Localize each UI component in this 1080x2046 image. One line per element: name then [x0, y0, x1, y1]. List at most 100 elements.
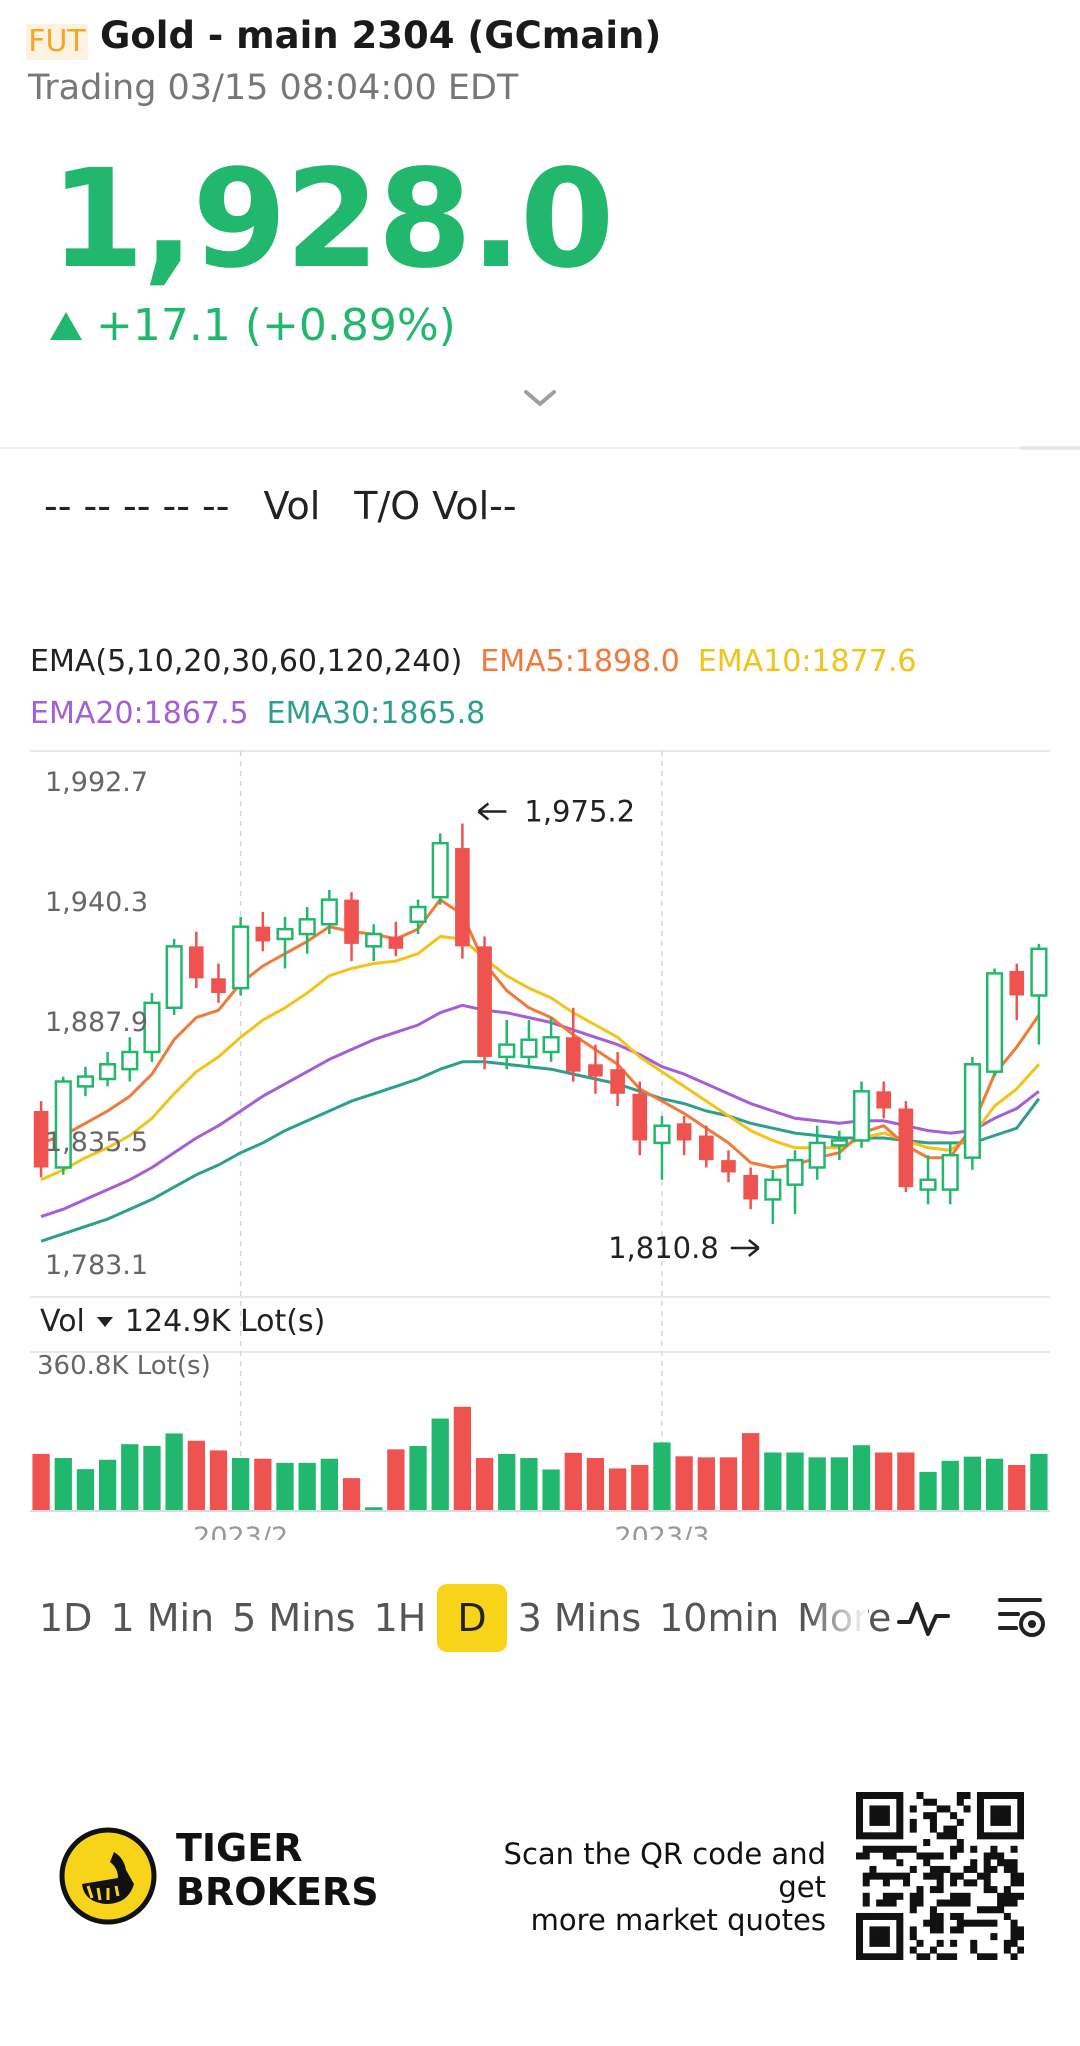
candle — [121, 1037, 139, 1082]
qr-module — [936, 1832, 944, 1840]
qr-module — [889, 1845, 897, 1853]
qr-module — [970, 1845, 978, 1853]
candle — [33, 1101, 49, 1178]
qr-module — [869, 1933, 877, 1941]
qr-module — [1003, 1892, 1011, 1900]
tab-1h[interactable]: 1H — [373, 1596, 427, 1640]
qr-module — [909, 1906, 917, 1914]
qr-module — [856, 1792, 864, 1800]
candle — [698, 1125, 714, 1168]
volume-current: 124.9K Lot(s) — [124, 1304, 326, 1339]
candle-body-up — [919, 1178, 937, 1191]
candle-body-down — [876, 1091, 892, 1109]
tab-10min[interactable]: 10min — [659, 1596, 780, 1640]
qr-module — [909, 1946, 917, 1954]
volume-bar — [764, 1452, 782, 1510]
volume-bar — [675, 1456, 693, 1510]
qr-module — [856, 1818, 864, 1826]
ema-legend-row-2[interactable]: EMA20:1867.5 EMA30:1865.8 — [30, 696, 485, 731]
candle-body-up — [808, 1141, 826, 1169]
qr-module — [929, 1906, 937, 1914]
tab-daily[interactable]: D — [437, 1584, 507, 1652]
ema10-line — [40, 935, 1041, 1182]
volume-indicator-selector[interactable]: Vol 124.9K Lot(s) — [40, 1304, 325, 1339]
qr-module — [929, 1852, 937, 1860]
price-change: +17.1 (+0.89%) — [96, 300, 456, 351]
qr-module — [896, 1792, 904, 1800]
candle-body-up — [232, 925, 250, 990]
volume-bar — [520, 1458, 538, 1510]
qr-module — [943, 1825, 951, 1833]
stats-row: -- -- -- -- -- Vol T/O Vol-- — [44, 484, 517, 528]
qr-module — [916, 1792, 924, 1800]
qr-module — [889, 1912, 897, 1920]
qr-module — [882, 1953, 890, 1960]
qr-module — [990, 1792, 998, 1800]
qr-module — [1003, 1946, 1011, 1954]
price-chart[interactable]: 1,992.7 1,940.3 1,887.9 1,835.5 1,783.1 1,975… — [0, 740, 1080, 1540]
qr-module — [963, 1899, 971, 1907]
qr-module — [976, 1919, 984, 1927]
tab-1min[interactable]: 1 Min — [110, 1596, 215, 1640]
qr-module — [1010, 1879, 1018, 1887]
candle — [941, 1142, 959, 1205]
qr-module — [916, 1852, 924, 1860]
candle-body-down — [455, 848, 470, 947]
qr-module — [862, 1832, 870, 1840]
qr-module — [950, 1912, 958, 1920]
candle — [477, 936, 492, 1070]
candle — [898, 1101, 914, 1193]
qr-module — [876, 1805, 884, 1813]
qr-module — [936, 1879, 944, 1887]
qr-module — [963, 1879, 971, 1887]
qr-module — [997, 1906, 1005, 1914]
qr-module — [856, 1946, 864, 1954]
chevron-down-icon[interactable] — [522, 386, 558, 410]
qr-module — [983, 1872, 991, 1880]
qr-module — [876, 1818, 884, 1826]
qr-module — [1017, 1818, 1024, 1826]
low-arrow-icon — [730, 1239, 760, 1257]
qr-module — [936, 1872, 944, 1880]
qr-module — [976, 1832, 984, 1840]
qr-module — [936, 1886, 944, 1894]
qr-module — [882, 1939, 890, 1947]
qr-module — [889, 1899, 897, 1907]
candle — [255, 911, 271, 952]
volume-bar — [187, 1440, 205, 1510]
indicator-icon[interactable] — [896, 1596, 952, 1640]
tab-5mins[interactable]: 5 Mins — [232, 1596, 356, 1640]
qr-module — [970, 1859, 978, 1867]
chart-settings-icon[interactable] — [996, 1594, 1048, 1642]
qr-module — [889, 1892, 897, 1900]
candle — [409, 899, 427, 935]
qr-module — [909, 1899, 917, 1907]
qr-module — [1003, 1792, 1011, 1800]
tab-1d[interactable]: 1D — [39, 1596, 93, 1640]
volume-bar — [298, 1462, 316, 1510]
stats-vol: Vol — [263, 484, 321, 528]
qr-module — [909, 1933, 917, 1941]
qr-module — [869, 1812, 877, 1820]
qr-module — [997, 1818, 1005, 1826]
qr-module — [936, 1865, 944, 1873]
qr-module — [997, 1832, 1005, 1840]
candle — [653, 1115, 671, 1180]
qr-module — [956, 1818, 964, 1826]
qr-module — [862, 1879, 870, 1887]
qr-module — [956, 1845, 964, 1853]
qr-module — [923, 1919, 931, 1927]
period-tabs: 1D 1 Min 5 Mins 1H D 3 Mins 10min More — [30, 1584, 900, 1652]
qr-module — [1010, 1926, 1018, 1934]
qr-module — [950, 1926, 958, 1934]
y-tick-label: 1,887.9 — [45, 1007, 148, 1038]
tab-3mins[interactable]: 3 Mins — [517, 1596, 642, 1640]
candle-body-down — [33, 1110, 49, 1168]
qr-module — [1003, 1805, 1011, 1813]
ema-legend-row-1[interactable]: EMA(5,10,20,30,60,120,240) EMA5:1898.0 E… — [30, 644, 916, 679]
qr-module — [889, 1792, 897, 1800]
candle-body-up — [653, 1124, 671, 1145]
qr-module — [916, 1953, 924, 1960]
brand-line-1: TIGER — [176, 1826, 303, 1870]
candle — [520, 1020, 538, 1067]
